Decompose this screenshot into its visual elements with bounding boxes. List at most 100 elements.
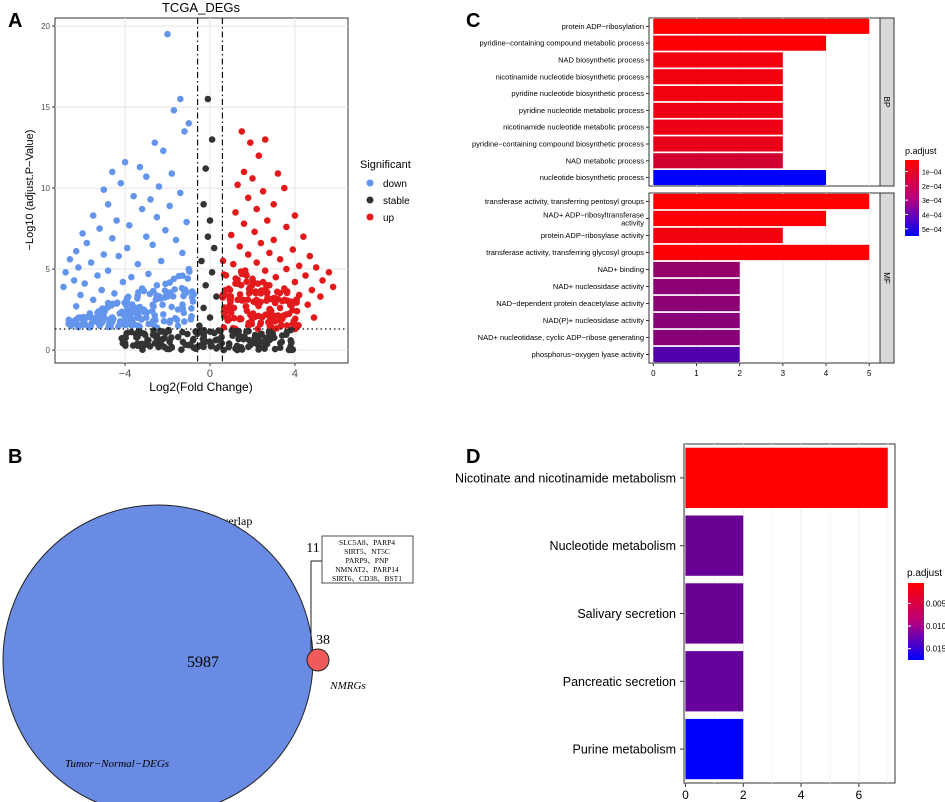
point-down	[70, 277, 78, 284]
go-term-label-line: activity	[621, 219, 644, 228]
point-down	[168, 170, 176, 177]
point-down	[134, 260, 142, 268]
point-down	[155, 183, 163, 190]
point-down	[177, 95, 184, 103]
go-bar	[653, 227, 783, 244]
point-down	[170, 275, 178, 283]
point-stable	[139, 346, 146, 354]
legend-tick-label: 2e−04	[922, 184, 942, 191]
volcano-points	[60, 30, 337, 354]
y-tick-label: 0	[46, 346, 51, 355]
point-stable	[276, 344, 284, 352]
point-down	[87, 259, 95, 266]
point-up	[249, 175, 256, 182]
point-down	[157, 257, 165, 265]
go-term-label: protein ADP−ribosylation	[562, 22, 644, 31]
point-down	[179, 272, 186, 280]
point-down	[115, 323, 122, 330]
venn-gene-line: SIRT6、CD38、BST1	[332, 574, 402, 583]
point-down	[183, 218, 190, 226]
point-down	[94, 272, 101, 279]
point-stable	[283, 328, 291, 336]
point-stable	[197, 342, 204, 349]
point-stable	[200, 304, 207, 312]
point-up	[292, 315, 299, 323]
point-up	[274, 170, 282, 177]
point-up	[230, 314, 238, 322]
point-up	[306, 252, 314, 260]
go-bar	[653, 119, 783, 135]
point-up	[240, 168, 248, 176]
go-term-label: NAD+ nucleosidase activity	[553, 282, 644, 291]
point-up	[288, 300, 296, 307]
point-down	[171, 286, 178, 293]
point-down	[104, 201, 112, 208]
go-bar	[653, 136, 783, 152]
go-legend-ticks: 1e−04 2e−04 3e−04 4e−04 5e−04	[905, 169, 942, 234]
venn-gene-list: SLC5A8、PARP4SIRT5、NT5CPARP9、PNPNMNAT2、PA…	[332, 538, 402, 583]
legend-label-down: down	[383, 179, 407, 190]
kegg-legend-colorbar	[908, 583, 924, 660]
legend-key-down	[366, 179, 374, 187]
point-down	[96, 225, 103, 232]
point-stable	[200, 201, 207, 208]
point-down	[121, 313, 128, 320]
legend-label-up: up	[383, 213, 395, 224]
go-bar-chart: BP MF protein ADP−ribosylation pyridine−c…	[472, 17, 942, 378]
point-up	[250, 298, 257, 306]
point-down	[95, 314, 103, 322]
point-up	[295, 262, 303, 270]
point-stable	[289, 346, 297, 354]
point-up	[276, 255, 284, 263]
venn-gene-line: PARP9、PNP	[345, 556, 388, 565]
point-down	[143, 309, 151, 316]
point-stable	[168, 334, 175, 341]
point-up	[223, 308, 231, 315]
volcano-ticks: −4 0 4 0 5 10 15 20	[41, 22, 298, 380]
point-down	[119, 278, 127, 286]
go-bar	[653, 52, 783, 68]
point-down	[159, 301, 166, 309]
point-down	[172, 236, 180, 244]
point-down	[164, 30, 171, 38]
point-down	[170, 107, 178, 114]
point-stable	[190, 335, 197, 343]
point-stable	[182, 341, 189, 349]
point-up	[295, 322, 302, 329]
go-bars	[653, 18, 870, 363]
point-up	[244, 194, 252, 202]
point-down	[153, 213, 161, 221]
point-down	[140, 287, 148, 295]
point-down	[177, 189, 184, 197]
go-term-label-line: NAD+ ADP−ribosyltransferase	[543, 211, 644, 220]
point-stable	[255, 346, 262, 353]
volcano-thresholds	[55, 18, 348, 363]
point-down	[135, 289, 142, 296]
point-down	[132, 306, 140, 313]
point-down	[80, 319, 88, 327]
point-down	[143, 233, 150, 240]
point-stable	[166, 345, 173, 353]
point-stable	[213, 293, 220, 300]
point-up	[293, 296, 301, 303]
point-down	[72, 303, 80, 310]
x-tick-label: 5	[867, 369, 872, 378]
point-stable	[233, 342, 241, 350]
point-stable	[127, 328, 135, 336]
point-up	[264, 217, 271, 224]
point-down	[166, 202, 173, 210]
go-bar	[653, 102, 783, 118]
point-stable	[144, 336, 151, 344]
point-stable	[208, 269, 216, 276]
go-term-label: transferase activity, transferring pento…	[485, 197, 644, 206]
point-down	[166, 317, 174, 325]
point-down	[143, 173, 150, 180]
kegg-bar	[685, 515, 744, 576]
point-down	[109, 300, 116, 308]
point-up	[247, 139, 254, 146]
kegg-legend-ticks: 0.005 0.010 0.015	[908, 599, 945, 654]
point-stable	[218, 333, 225, 341]
go-bar	[653, 346, 740, 363]
point-down	[162, 280, 169, 288]
point-up	[270, 236, 278, 244]
